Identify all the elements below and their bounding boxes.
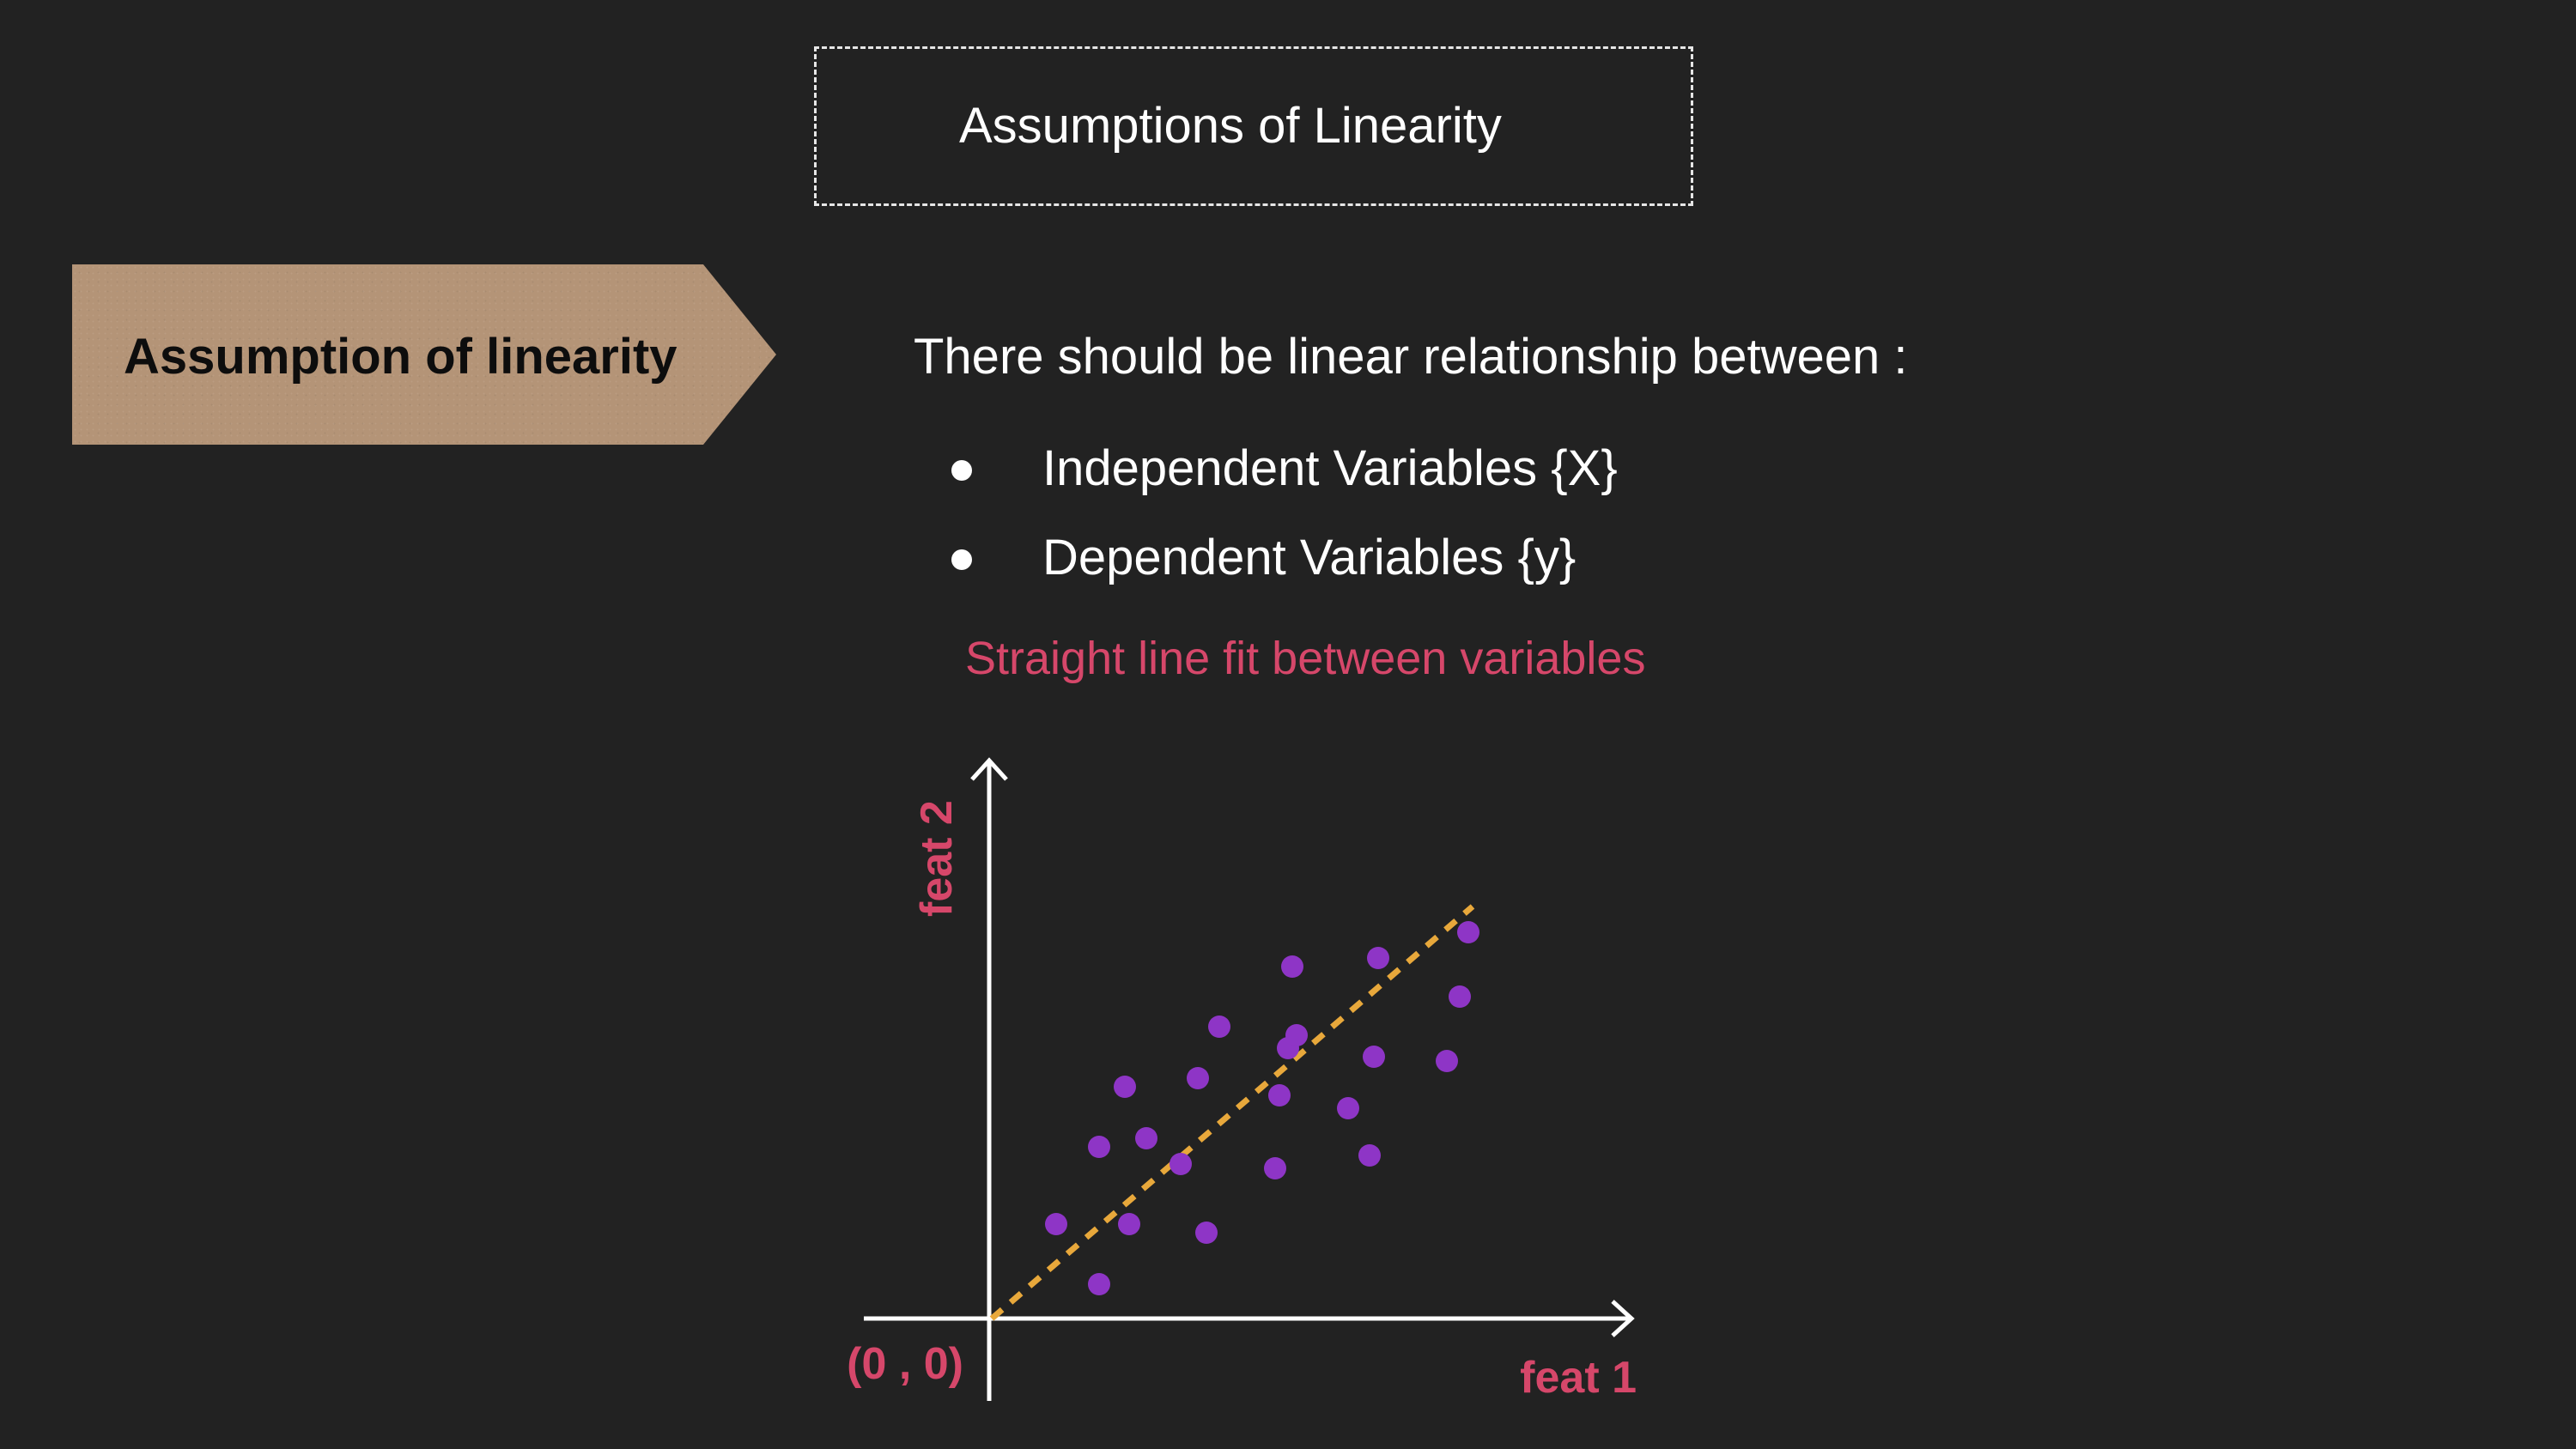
x-axis-arrow-icon — [1611, 1300, 1635, 1337]
data-point-16 — [1337, 1097, 1359, 1119]
data-point-6 — [1135, 1127, 1157, 1149]
data-point-11 — [1264, 1157, 1286, 1179]
axes — [864, 757, 1635, 1401]
data-point-8 — [1187, 1067, 1209, 1089]
data-point-10 — [1208, 1016, 1230, 1038]
data-point-14 — [1281, 955, 1303, 978]
bullet-dot-icon — [951, 549, 972, 570]
assumption-tag-label: Assumption of linearity — [124, 329, 677, 385]
data-point-17 — [1358, 1144, 1381, 1167]
data-point-5 — [1118, 1213, 1140, 1235]
fit-line — [989, 904, 1475, 1321]
bullet-text-independent: Independent Variables {X} — [1042, 440, 1618, 496]
scatter-diagram: feat 1 feat 2 (0 , 0) — [847, 757, 1637, 1403]
data-point-15 — [1285, 1024, 1308, 1046]
data-point-18 — [1363, 1046, 1385, 1068]
data-point-1 — [1045, 1213, 1067, 1235]
intro-text: There should be linear relationship betw… — [914, 329, 1908, 385]
assumption-tag: Assumption of linearity — [72, 264, 776, 445]
bullet-text-dependent: Dependent Variables {y} — [1042, 530, 1577, 585]
page-title: Assumptions of Linearity — [959, 98, 1502, 154]
data-point-9 — [1195, 1222, 1218, 1244]
data-point-19 — [1367, 947, 1389, 969]
title-box: Assumptions of Linearity — [814, 46, 1693, 206]
data-point-7 — [1170, 1153, 1192, 1175]
origin-label: (0 , 0) — [847, 1339, 963, 1389]
data-point-2 — [1088, 1136, 1110, 1158]
y-axis-arrow-icon — [970, 757, 1008, 781]
data-points — [1045, 921, 1479, 1295]
x-axis-label: feat 1 — [1520, 1353, 1637, 1403]
data-point-12 — [1268, 1084, 1291, 1106]
data-point-3 — [1088, 1273, 1110, 1295]
y-axis-label: feat 2 — [912, 800, 962, 917]
data-point-21 — [1449, 985, 1471, 1008]
bullet-dot-icon — [951, 460, 972, 481]
data-point-4 — [1114, 1076, 1136, 1098]
data-point-22 — [1457, 921, 1479, 943]
data-point-20 — [1436, 1050, 1458, 1072]
fit-note: Straight line fit between variables — [965, 633, 1646, 684]
